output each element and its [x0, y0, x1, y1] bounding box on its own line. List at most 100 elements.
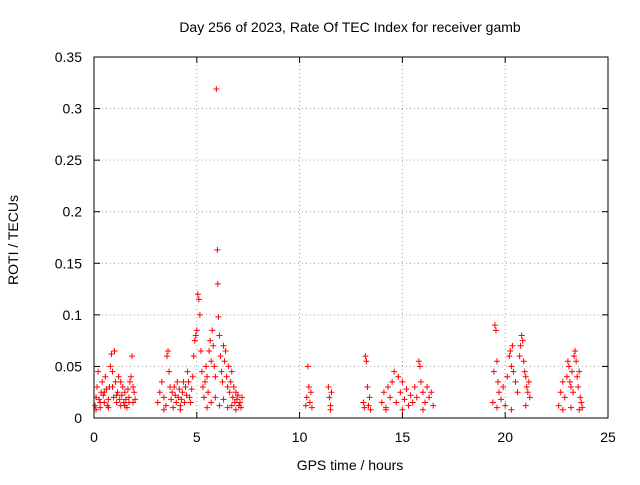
data-point: [559, 406, 566, 413]
data-point: [199, 384, 206, 391]
data-point: [407, 392, 414, 399]
data-point: [93, 394, 100, 401]
data-point: [325, 384, 332, 391]
data-point: [197, 347, 204, 354]
data-point: [125, 394, 132, 401]
data-point: [179, 389, 186, 396]
data-point: [196, 311, 203, 318]
data-point: [224, 404, 231, 411]
data-point: [227, 378, 234, 385]
data-point: [228, 368, 235, 375]
data-point: [565, 363, 572, 370]
data-point: [105, 404, 112, 411]
chart-title: Day 256 of 2023, Rate Of TEC Index for r…: [179, 19, 521, 35]
data-point: [491, 322, 498, 329]
data-point: [190, 353, 197, 360]
data-point: [156, 389, 163, 396]
data-point: [121, 389, 128, 396]
data-point: [125, 399, 132, 406]
data-point: [409, 399, 416, 406]
data-point: [385, 384, 392, 391]
data-point: [124, 386, 131, 393]
data-point: [220, 396, 227, 403]
data-point: [523, 384, 530, 391]
data-point: [306, 399, 313, 406]
y-tick-label: 0.35: [55, 49, 82, 65]
data-point: [118, 392, 125, 399]
data-point: [204, 373, 211, 380]
data-point: [509, 342, 516, 349]
data-point: [109, 384, 116, 391]
data-point: [219, 378, 226, 385]
data-point: [403, 386, 410, 393]
data-point: [397, 389, 404, 396]
data-point: [210, 342, 217, 349]
data-point: [502, 402, 509, 409]
data-point: [207, 337, 214, 344]
data-point: [191, 337, 198, 344]
data-point: [176, 386, 183, 393]
data-point: [387, 394, 394, 401]
data-point: [575, 384, 582, 391]
data-point: [116, 396, 123, 403]
data-point: [113, 392, 120, 399]
data-point: [566, 378, 573, 385]
data-point: [576, 406, 583, 413]
data-point: [417, 378, 424, 385]
data-point: [326, 394, 333, 401]
data-point: [214, 280, 221, 287]
data-point: [99, 378, 106, 385]
data-point: [391, 368, 398, 375]
data-point: [182, 384, 189, 391]
data-point: [181, 399, 188, 406]
data-point: [233, 396, 240, 403]
data-point: [109, 368, 116, 375]
data-point: [163, 353, 170, 360]
data-point: [382, 406, 389, 413]
data-point: [361, 404, 368, 411]
data-point: [212, 394, 219, 401]
data-point: [510, 368, 517, 375]
data-point: [561, 394, 568, 401]
x-tick-label: 0: [90, 429, 98, 445]
data-point: [101, 389, 108, 396]
data-point: [564, 358, 571, 365]
data-point: [220, 342, 227, 349]
data-point: [193, 327, 200, 334]
data-point: [238, 404, 245, 411]
data-point: [493, 358, 500, 365]
data-point: [519, 337, 526, 344]
data-point: [364, 384, 371, 391]
data-point: [234, 392, 241, 399]
data-point: [304, 363, 311, 370]
data-point: [100, 392, 107, 399]
data-point: [111, 347, 118, 354]
data-point: [496, 389, 503, 396]
data-point: [305, 384, 312, 391]
data-points: [92, 85, 586, 413]
data-point: [97, 404, 104, 411]
data-point: [94, 384, 101, 391]
data-point: [411, 384, 418, 391]
data-point: [126, 378, 133, 385]
data-point: [215, 313, 222, 320]
data-point: [95, 368, 102, 375]
data-point: [206, 347, 213, 354]
data-point: [516, 353, 523, 360]
data-point: [180, 378, 187, 385]
data-point: [184, 368, 191, 375]
y-tick-label: 0.1: [63, 307, 83, 323]
data-point: [165, 347, 172, 354]
data-point: [525, 378, 532, 385]
data-point: [192, 332, 199, 339]
data-point: [399, 378, 406, 385]
data-point: [117, 378, 124, 385]
data-point: [175, 394, 182, 401]
data-point: [577, 394, 584, 401]
data-point: [380, 389, 387, 396]
data-point: [239, 394, 246, 401]
data-point: [512, 378, 519, 385]
data-point: [498, 396, 505, 403]
x-tick-label: 10: [292, 429, 308, 445]
data-point: [514, 389, 521, 396]
